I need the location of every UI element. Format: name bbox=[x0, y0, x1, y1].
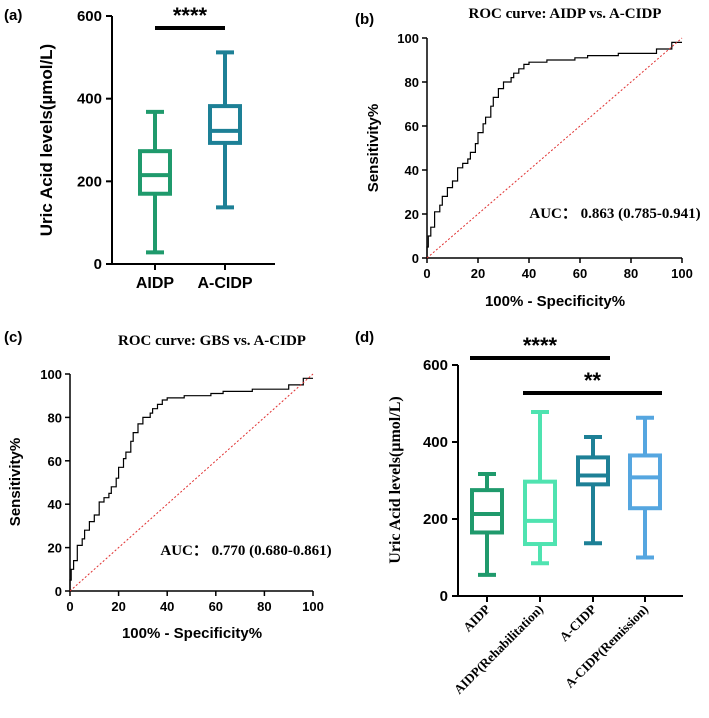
iqr-box bbox=[470, 488, 504, 535]
x-tick-label: 60 bbox=[209, 599, 223, 614]
iqr-box bbox=[208, 104, 242, 145]
y-tick-label: 40 bbox=[405, 163, 419, 178]
y-tick-label: 100 bbox=[40, 367, 62, 382]
x-axis-label: 100% - Specificity% bbox=[122, 625, 262, 642]
chart-title: ROC curve: AIDP vs. A-CIDP bbox=[469, 6, 662, 22]
box-a-cidp bbox=[576, 434, 610, 546]
box-aidp bbox=[138, 109, 172, 255]
boxplot-panel-a: Uric Acid levels(µmol/L) 0 200 400 600 AIDP… bbox=[37, 3, 275, 292]
iqr-box bbox=[523, 479, 557, 547]
x-axis-label: 100% - Specificity% bbox=[485, 293, 625, 310]
box-a-cidp-remission- bbox=[628, 415, 662, 560]
roc-panel-c: ROC curve: GBS vs. A-CIDP Sensitivity% 1… bbox=[7, 333, 332, 642]
x-tick-label: AIDP bbox=[460, 601, 493, 634]
x-tick-label: A-CIDP bbox=[556, 601, 599, 644]
y-tick-label: 200 bbox=[423, 511, 448, 528]
auc-annotation: AUC： 0.863 (0.785-0.941) bbox=[529, 206, 700, 222]
significance-stars: ** bbox=[584, 368, 602, 393]
panel-label-b: (b) bbox=[355, 11, 374, 28]
reference-diagonal-line bbox=[426, 37, 683, 259]
x-tick-label: 0 bbox=[423, 266, 430, 281]
y-tick-label: 600 bbox=[423, 357, 448, 374]
y-tick-label: 400 bbox=[77, 91, 102, 108]
y-tick-label: 20 bbox=[48, 541, 62, 556]
x-tick-label: 40 bbox=[522, 266, 536, 281]
y-tick-label: 400 bbox=[423, 434, 448, 451]
y-axis-label: Sensitivity% bbox=[365, 104, 382, 192]
y-tick-label: 0 bbox=[440, 588, 448, 605]
iqr-box bbox=[576, 455, 610, 487]
y-tick-label: 0 bbox=[55, 584, 62, 599]
roc-panel-b: ROC curve: AIDP vs. A-CIDP Sensitivity% … bbox=[365, 6, 701, 310]
x-tick-label: 100 bbox=[671, 266, 693, 281]
x-tick-label: A-CIDP bbox=[197, 275, 252, 292]
y-tick-label: 60 bbox=[48, 454, 62, 469]
box-aidp-rehabilitation- bbox=[523, 409, 557, 566]
x-tick-label: AIDP bbox=[136, 275, 175, 292]
significance-stars: **** bbox=[173, 3, 208, 28]
box-aidp bbox=[470, 471, 504, 577]
y-tick-label: 0 bbox=[94, 256, 102, 273]
x-tick-label: 0 bbox=[66, 599, 73, 614]
y-axis-label: Uric Acid levels(µmol/L) bbox=[387, 396, 404, 563]
iqr-box bbox=[138, 149, 172, 196]
auc-annotation: AUC： 0.770 (0.680-0.861) bbox=[160, 543, 331, 559]
panel-label-d: (d) bbox=[355, 329, 374, 346]
y-tick-label: 60 bbox=[405, 119, 419, 134]
boxplot-panel-d: Uric Acid levels(µmol/L) 0 200 400 600 AIDP… bbox=[387, 333, 683, 697]
significance-stars: **** bbox=[523, 333, 558, 358]
chart-title: ROC curve: GBS vs. A-CIDP bbox=[118, 333, 306, 349]
y-tick-label: 0 bbox=[412, 251, 419, 266]
iqr-box bbox=[628, 453, 662, 511]
y-tick-label: 100 bbox=[397, 31, 419, 46]
x-tick-label: 20 bbox=[471, 266, 485, 281]
x-tick-label: 40 bbox=[160, 599, 174, 614]
x-tick-label: 100 bbox=[302, 599, 324, 614]
y-axis-label: Sensitivity% bbox=[7, 438, 24, 526]
x-tick-label: AIDP(Rehabilitation) bbox=[451, 602, 546, 697]
x-tick-label: 20 bbox=[111, 599, 125, 614]
y-tick-label: 40 bbox=[48, 497, 62, 512]
x-tick-label: 60 bbox=[573, 266, 587, 281]
x-tick-label: 80 bbox=[624, 266, 638, 281]
panel-label-a: (a) bbox=[4, 7, 22, 24]
y-tick-label: 80 bbox=[405, 75, 419, 90]
y-tick-label: 80 bbox=[48, 410, 62, 425]
roc-curve-line bbox=[426, 41, 682, 258]
y-tick-label: 600 bbox=[77, 8, 102, 25]
roc-curve-line bbox=[69, 377, 313, 591]
x-tick-label: 80 bbox=[257, 599, 271, 614]
panel-label-c: (c) bbox=[4, 329, 22, 346]
y-tick-label: 20 bbox=[405, 207, 419, 222]
box-a-cidp bbox=[208, 50, 242, 210]
y-tick-label: 200 bbox=[77, 173, 102, 190]
y-axis-label: Uric Acid levels(µmol/L) bbox=[37, 44, 56, 236]
